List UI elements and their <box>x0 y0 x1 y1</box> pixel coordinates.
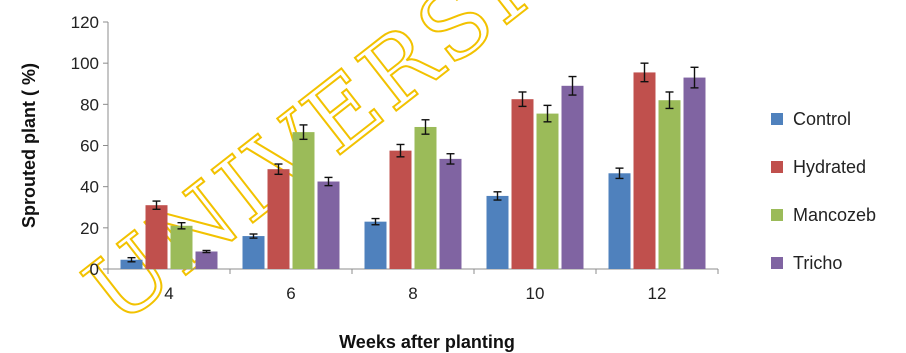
bar-hydrated <box>146 205 168 269</box>
bar-mancozeb <box>171 226 193 269</box>
legend-swatch-hydrated <box>771 161 783 173</box>
bar-mancozeb <box>415 127 437 269</box>
x-tick-label: 6 <box>286 284 295 303</box>
bar-control <box>609 173 631 269</box>
bar-tricho <box>318 182 340 269</box>
legend-label-mancozeb: Mancozeb <box>793 205 876 225</box>
bar-hydrated <box>512 99 534 269</box>
bar-hydrated <box>634 72 656 269</box>
bar-tricho <box>440 159 462 269</box>
bar-tricho <box>684 78 706 269</box>
y-tick-label: 100 <box>71 54 99 73</box>
bar-hydrated <box>390 151 412 269</box>
y-axis-title: Sprouted plant ( %) <box>19 63 39 228</box>
bar-mancozeb <box>537 114 559 269</box>
bar-mancozeb <box>659 100 681 269</box>
legend-swatch-tricho <box>771 257 783 269</box>
x-tick-label: 4 <box>164 284 173 303</box>
legend-label-control: Control <box>793 109 851 129</box>
bar-tricho <box>562 86 584 269</box>
bar-hydrated <box>268 169 290 269</box>
x-axis-title: Weeks after planting <box>339 332 515 352</box>
bar-control <box>487 196 509 269</box>
y-tick-label: 0 <box>90 260 99 279</box>
legend-label-tricho: Tricho <box>793 253 842 273</box>
y-tick-label: 60 <box>80 137 99 156</box>
x-tick-label: 12 <box>648 284 667 303</box>
legend-swatch-mancozeb <box>771 209 783 221</box>
bar-control <box>243 236 265 269</box>
y-tick-label: 120 <box>71 13 99 32</box>
y-tick-label: 40 <box>80 178 99 197</box>
x-tick-label: 8 <box>408 284 417 303</box>
bar-mancozeb <box>293 132 315 269</box>
x-tick-label: 10 <box>526 284 545 303</box>
bar-control <box>365 222 387 269</box>
y-tick-label: 20 <box>80 219 99 238</box>
bar-tricho <box>196 252 218 269</box>
y-tick-label: 80 <box>80 95 99 114</box>
legend: Control Hydrated Mancozeb Tricho <box>771 109 876 273</box>
legend-label-hydrated: Hydrated <box>793 157 866 177</box>
legend-swatch-control <box>771 113 783 125</box>
